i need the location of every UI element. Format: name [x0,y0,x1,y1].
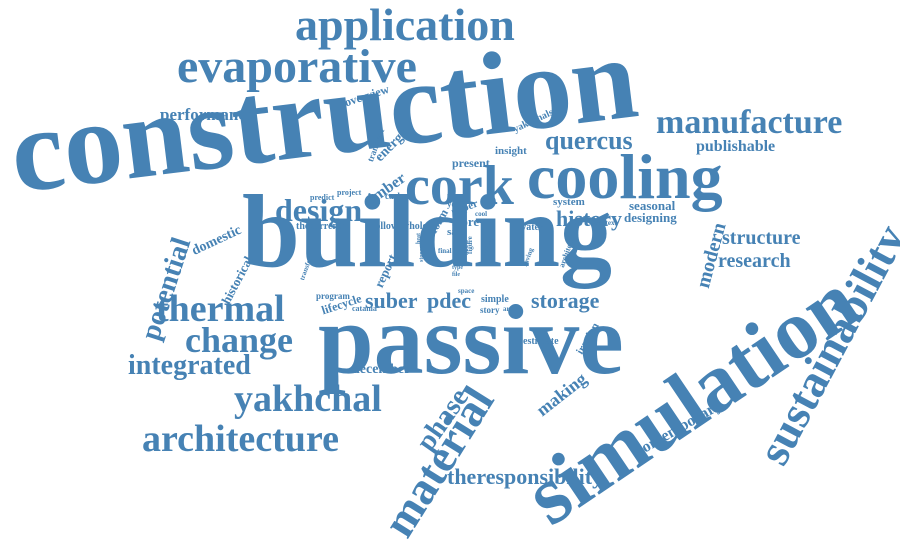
word-store: store [452,214,480,229]
word-change: change [185,320,293,360]
word-whole: whole [402,221,427,232]
word-file: file [452,272,460,278]
word-design: design [275,192,363,228]
word-publishable: publishable [696,138,776,155]
word-simple: simple [481,294,509,305]
word-final: final [438,247,452,255]
word-catania: catania [352,304,377,313]
word-figure: figure [466,236,474,254]
word-passive: passive [318,284,624,395]
word-system: system [553,196,585,208]
word-structure: structure [722,227,801,249]
word-estimate: estimate [523,336,559,347]
word-domestic: domestic [189,222,244,259]
word-insight: insight [495,145,527,157]
word-history: history [556,206,622,231]
word-theresponsibility: theresponsibility [447,464,604,489]
word-cool: cool [475,210,488,218]
word-predict: predict [310,193,335,202]
word-space: space [458,287,475,295]
word-present: present [452,156,490,170]
word-pdec: pdec [427,288,471,313]
word-life: life [484,236,494,244]
word-manufacture: manufacture [656,104,843,141]
word-performance: performance [160,105,254,124]
word-thecurrent: thecurrent [296,221,342,232]
word-article: article [503,305,523,313]
word-storage: storage [531,288,600,313]
word-year: year [447,199,464,209]
word-application: application [295,0,515,50]
word-safe: safe [447,226,466,238]
word-type: type [452,265,463,271]
word-integrated: integrated [128,350,251,381]
word-building: building [242,174,613,289]
word-quercus: quercus [545,126,633,155]
word-seasonal: seasonal [629,198,676,213]
word-story: story [480,305,500,315]
word-water: water [519,222,544,233]
word-cork: cork [405,155,514,217]
word-evaporative: evaporative [177,40,417,93]
word-yakhchal: yakhchal [234,378,382,420]
word-designing: designing [624,210,677,225]
word-heat: heat [416,233,422,244]
word-stone: stone [419,248,425,262]
word-program: program [316,291,350,301]
word-suber: suber [365,288,418,313]
word-architecture: architecture [142,418,339,460]
word-project: project [337,188,362,197]
word-context: context [595,219,617,227]
word-carbon: carbon [385,191,412,201]
word-research: research [718,250,791,272]
word-thermal: thermal [156,288,285,330]
word-cooling: cooling [527,141,723,212]
word-december: december [352,362,411,377]
word-follow: follow [372,221,399,232]
